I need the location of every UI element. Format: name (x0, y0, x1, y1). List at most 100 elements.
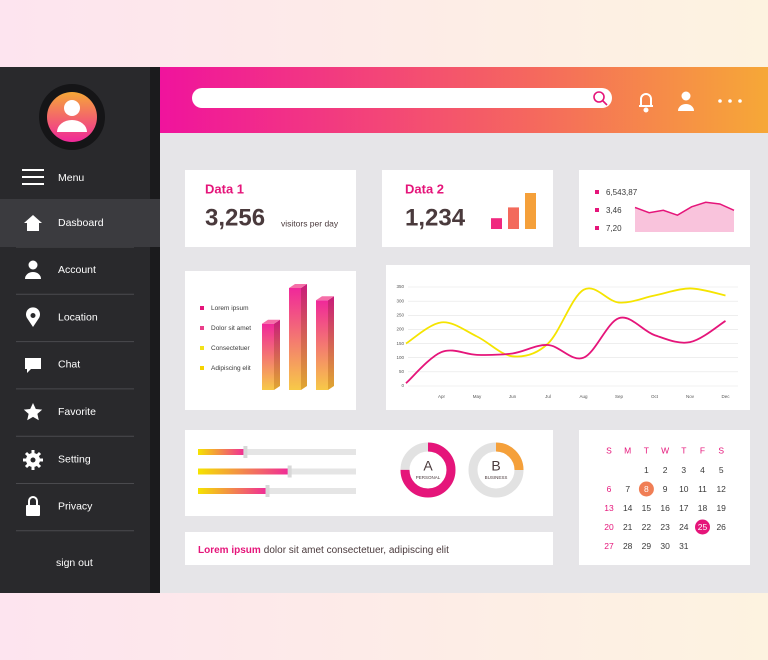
card (382, 170, 553, 247)
day[interactable]: 1 (644, 465, 649, 475)
home-icon (24, 215, 42, 231)
day[interactable]: 8 (644, 484, 649, 494)
donut-label: BUSINESS (485, 475, 508, 480)
donut-arc (468, 442, 524, 498)
menu-item[interactable]: Location (58, 311, 98, 323)
day[interactable]: 9 (663, 484, 668, 494)
x-tick-label: Dec (721, 394, 730, 399)
bar-front (289, 288, 301, 390)
mini-bar (508, 207, 519, 229)
legend-dot (595, 208, 599, 212)
bar-top (316, 296, 334, 301)
footer-text: Lorem ipsum dolor sit amet consectetuer, … (198, 545, 449, 556)
menu-item[interactable]: Dasboard (58, 217, 104, 229)
day[interactable]: 4 (700, 465, 705, 475)
day[interactable]: 7 (625, 484, 630, 494)
day[interactable]: 29 (642, 541, 652, 551)
menu-item[interactable]: Favorite (58, 406, 96, 418)
day-highlight (695, 519, 710, 535)
y-tick-label: 50 (399, 369, 405, 374)
hamburger-icon[interactable] (22, 169, 44, 185)
day[interactable]: 23 (660, 522, 670, 532)
day[interactable]: 22 (642, 522, 652, 532)
x-tick-label: Jul (545, 394, 551, 399)
day[interactable]: 27 (604, 541, 614, 551)
bell-icon[interactable] (639, 93, 653, 113)
day[interactable]: 30 (660, 541, 670, 551)
day[interactable]: 12 (716, 484, 726, 494)
progress-track (198, 488, 356, 494)
sign-out[interactable]: sign out (56, 557, 93, 569)
donut-letter: B (491, 458, 500, 474)
progress-fill (198, 488, 268, 494)
x-tick-label: Aug (579, 394, 588, 399)
bar-front (262, 323, 274, 390)
menu-item[interactable]: Privacy (58, 501, 93, 513)
setting-icon (23, 450, 43, 470)
day[interactable]: 6 (607, 484, 612, 494)
legend-dot (200, 346, 204, 350)
search-bar[interactable] (192, 88, 612, 108)
legend-dot (200, 326, 204, 330)
mini-bar (491, 218, 502, 229)
legend-dot (595, 190, 599, 194)
account-icon (25, 260, 41, 279)
day[interactable]: 26 (716, 522, 726, 532)
line-series (405, 287, 726, 358)
day[interactable]: 28 (623, 541, 633, 551)
mini-bar (525, 193, 536, 229)
day[interactable]: 14 (623, 503, 633, 513)
card (185, 170, 356, 247)
day[interactable]: 16 (660, 503, 670, 513)
day[interactable]: 31 (679, 541, 689, 551)
day[interactable]: 11 (698, 484, 707, 494)
day[interactable]: 20 (604, 522, 614, 532)
area (635, 202, 734, 232)
day[interactable]: 5 (719, 465, 724, 475)
day[interactable]: 18 (698, 503, 708, 513)
x-tick-label: Nov (686, 394, 695, 399)
progress-knob[interactable] (243, 446, 248, 458)
y-tick-label: 300 (396, 298, 404, 303)
day[interactable]: 17 (679, 503, 689, 513)
footer-rest: dolor sit amet consectetuer, adipiscing … (264, 545, 449, 556)
bar-side (274, 319, 280, 390)
progress-fill (198, 468, 290, 475)
favorite-icon (23, 403, 43, 421)
day[interactable]: 3 (681, 465, 686, 475)
weekday: T (681, 445, 686, 455)
x-tick-label: Jun (509, 394, 517, 399)
menu-item[interactable]: Account (58, 264, 96, 276)
more-icon[interactable] (718, 99, 742, 103)
day[interactable]: 21 (623, 522, 633, 532)
search-icon[interactable] (593, 91, 608, 106)
donut-letter: A (423, 458, 433, 474)
menu-item[interactable]: Setting (58, 453, 91, 465)
day[interactable]: 13 (604, 503, 614, 513)
legend-dot (200, 306, 204, 310)
legend-dot (200, 366, 204, 370)
weekday: S (606, 445, 612, 455)
y-tick-label: 250 (396, 312, 404, 317)
day[interactable]: 24 (679, 522, 689, 532)
legend-label: Adipiscing elit (211, 365, 251, 372)
user-icon[interactable] (678, 91, 694, 112)
x-tick-label: Apr (438, 394, 446, 399)
y-tick-label: 150 (396, 341, 404, 346)
weekday: F (700, 445, 705, 455)
legend-label: 3,46 (606, 206, 622, 215)
x-tick-label: Oct (651, 394, 659, 399)
progress-knob[interactable] (287, 465, 292, 478)
avatar[interactable] (47, 92, 97, 142)
day[interactable]: 19 (716, 503, 726, 513)
weekday: S (718, 445, 724, 455)
menu-item[interactable]: Chat (58, 359, 80, 371)
progress-knob[interactable] (265, 485, 270, 497)
day[interactable]: 10 (679, 484, 689, 494)
legend-label: Consectetuer (211, 345, 250, 352)
day[interactable]: 25 (698, 522, 708, 532)
legend-dot (595, 226, 599, 230)
day[interactable]: 15 (642, 503, 652, 513)
day[interactable]: 2 (663, 465, 668, 475)
